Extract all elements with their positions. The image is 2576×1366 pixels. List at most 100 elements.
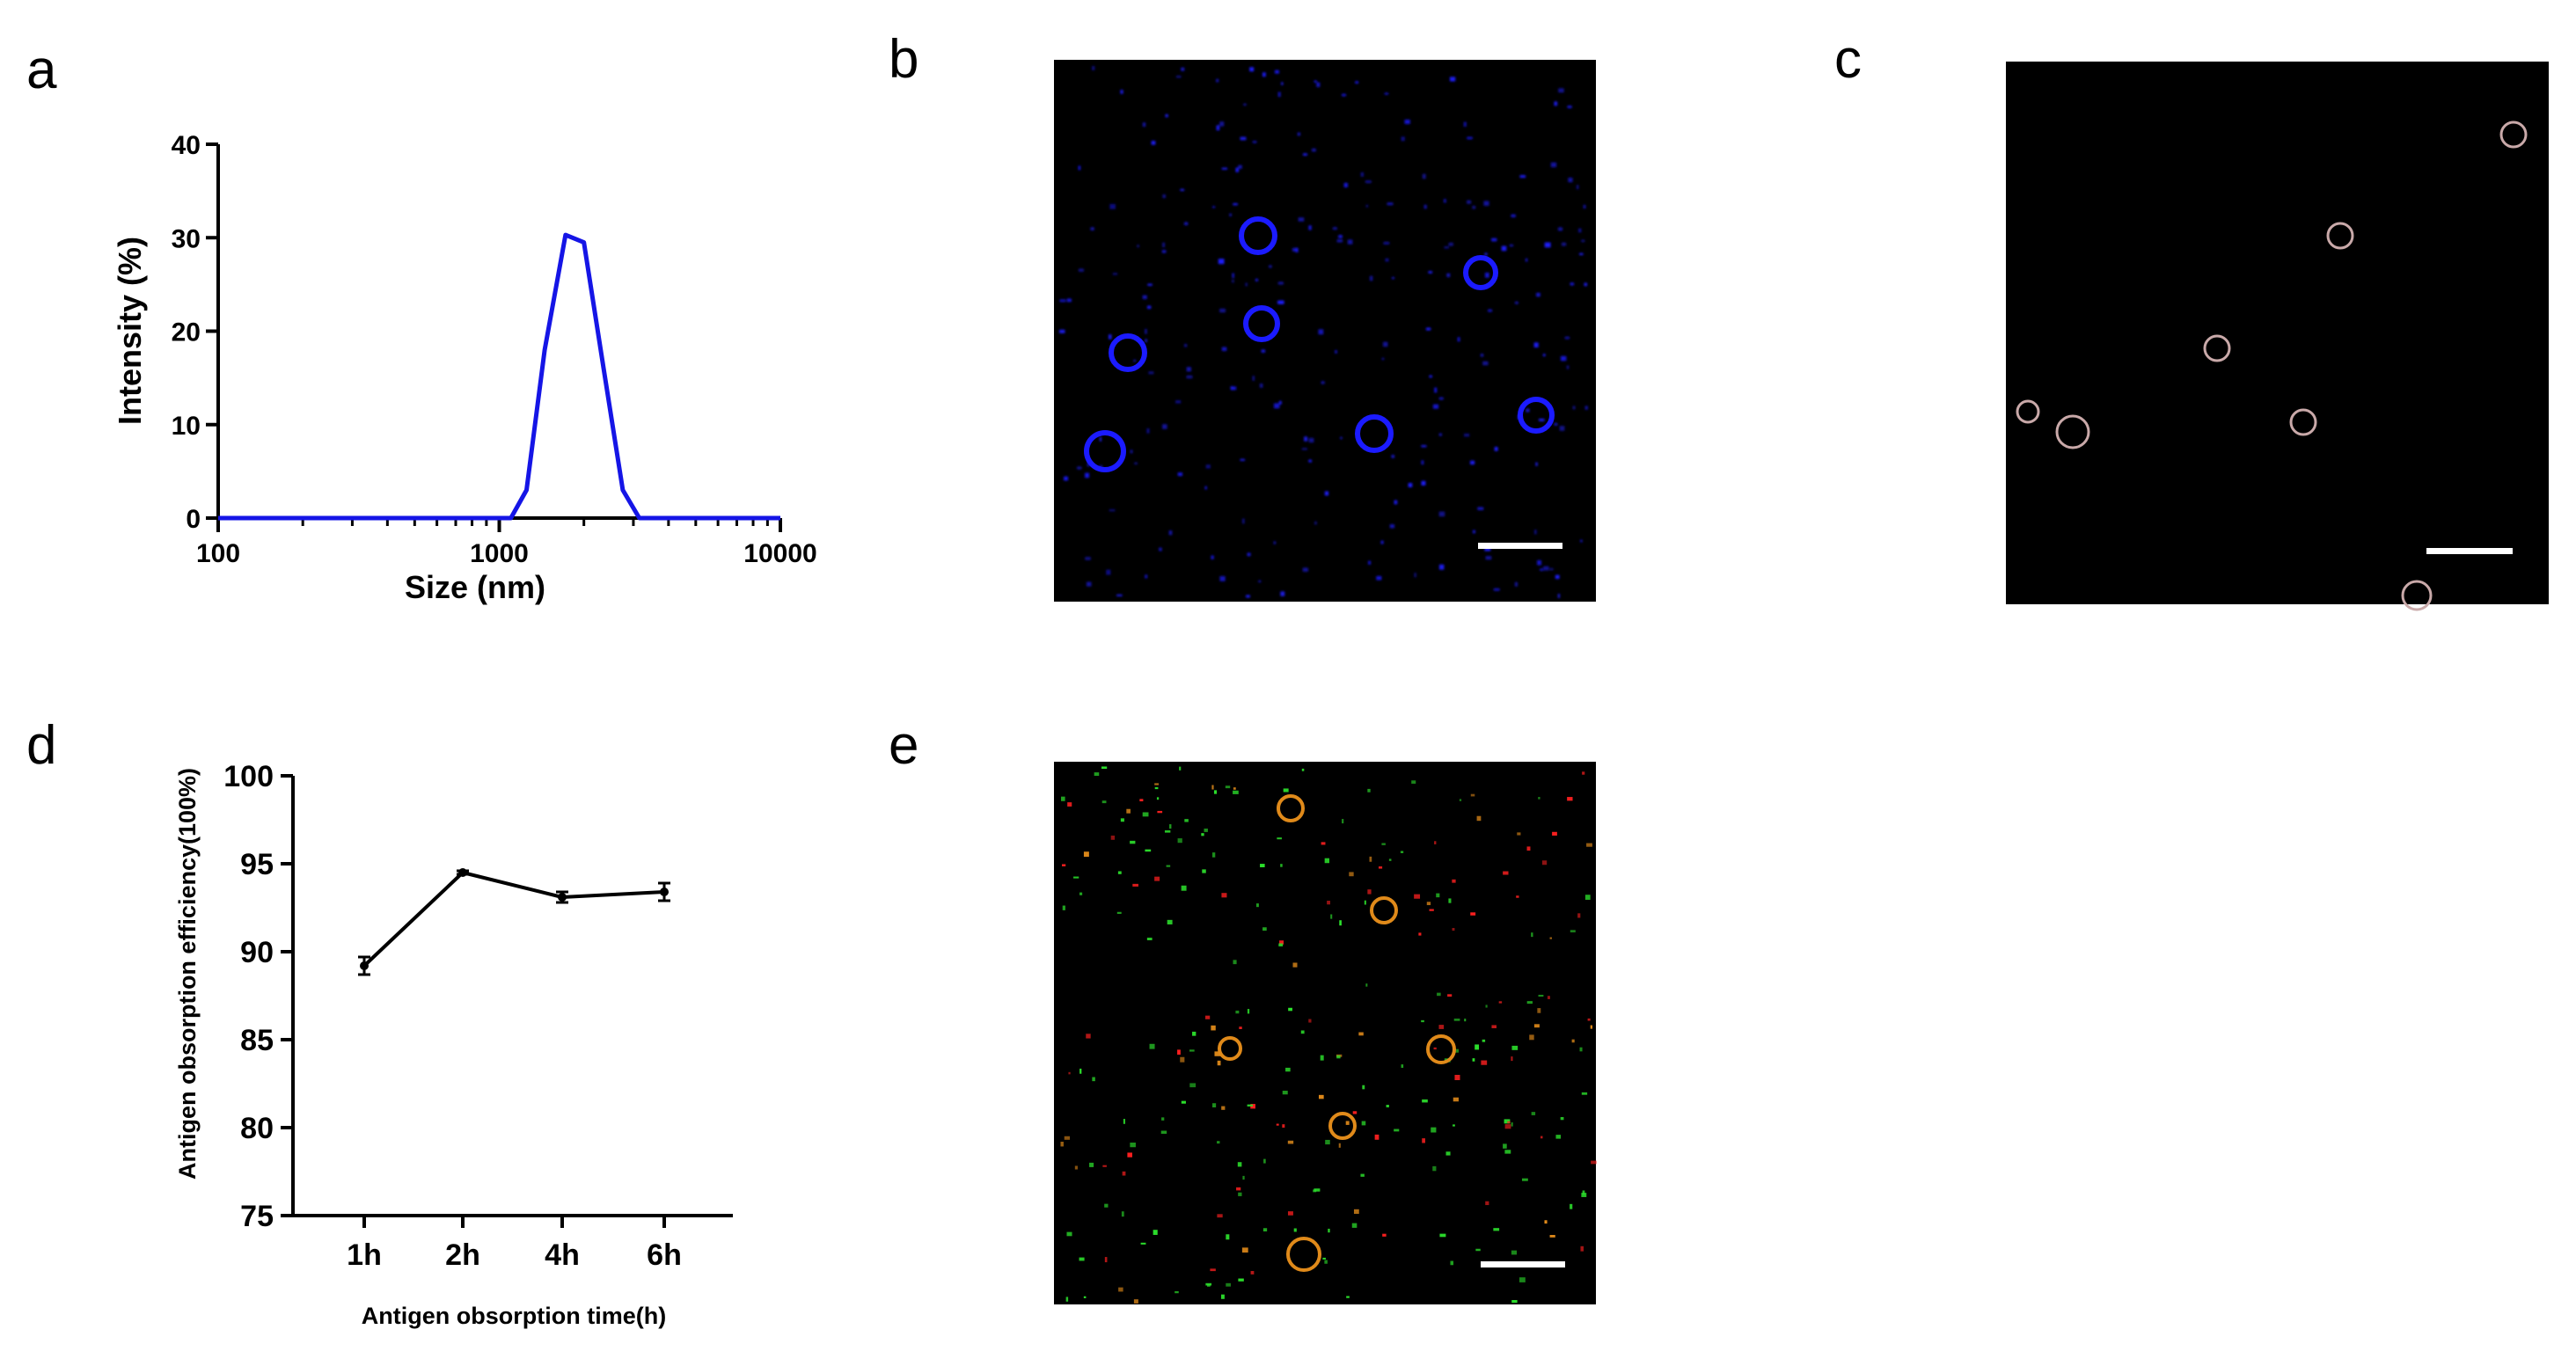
- micrograph-e-speck: [1062, 864, 1066, 866]
- micrograph-b-speck: [1261, 349, 1266, 353]
- micrograph-e-speck: [1065, 1297, 1069, 1302]
- micrograph-e-speck: [1213, 790, 1218, 794]
- micrograph-e-speck: [1453, 1097, 1459, 1102]
- micrograph-e-speck: [1226, 1282, 1231, 1287]
- micrograph-e-speck: [1381, 843, 1386, 845]
- micrograph-b-speck: [1501, 245, 1507, 252]
- chart-a-y-tick-label: 10: [172, 412, 201, 441]
- micrograph-e-speck: [1300, 1030, 1305, 1034]
- micrograph-e-speck: [1507, 1121, 1511, 1124]
- micrograph-e-speck: [1584, 895, 1591, 900]
- micrograph-e-speck: [1577, 913, 1581, 918]
- micrograph-e-speck: [1400, 851, 1404, 853]
- micrograph-e-speck: [1511, 1045, 1519, 1050]
- micrograph-b-speck: [1186, 375, 1193, 379]
- micrograph-b-speck: [1277, 281, 1284, 285]
- chart-a-y-tick-label: 0: [186, 505, 201, 534]
- micrograph-e-speck: [1238, 1278, 1244, 1282]
- micrograph-e-speck: [1154, 876, 1160, 881]
- micrograph-b-speck: [1369, 275, 1373, 281]
- micrograph-b-speck: [1464, 433, 1470, 437]
- micrograph-e-speck: [1411, 780, 1416, 784]
- micrograph-b-speck: [1438, 433, 1442, 436]
- micrograph-e-speck: [1064, 1136, 1071, 1140]
- micrograph-b-speck: [1106, 569, 1111, 575]
- micrograph-b-speck: [1162, 194, 1166, 199]
- micrograph-e-speck: [1537, 1008, 1541, 1013]
- micrograph-c-microparticle: [2499, 121, 2528, 149]
- micrograph-b-speck: [1233, 203, 1238, 206]
- micrograph-b-background: [1054, 60, 1596, 602]
- micrograph-c-scale-bar: [2426, 548, 2513, 554]
- micrograph-e-speck: [1336, 1055, 1341, 1059]
- micrograph-e-background: [1054, 762, 1596, 1304]
- micrograph-b-speck: [1444, 246, 1450, 249]
- micrograph-e-speck: [1529, 1034, 1534, 1041]
- micrograph-b-speck: [1292, 247, 1299, 252]
- micrograph-e-speck: [1521, 1178, 1528, 1181]
- micrograph-e-speck: [1277, 837, 1282, 840]
- micrograph-b-speck: [1077, 466, 1082, 470]
- micrograph-e-speck: [1149, 1043, 1155, 1049]
- micrograph-b-speck: [1470, 460, 1475, 465]
- micrograph-e-speck: [1560, 1116, 1564, 1121]
- micrograph-b-speck: [1368, 560, 1371, 565]
- micrograph-b-speck: [1221, 347, 1227, 352]
- micrograph-e-speck: [1324, 858, 1329, 864]
- micrograph-e-speck: [1345, 1121, 1350, 1125]
- micrograph-e-speck: [1221, 1106, 1226, 1110]
- micrograph-e-speck: [1083, 851, 1089, 858]
- micrograph-b-speck: [1438, 564, 1445, 570]
- micrograph-b-speck: [1549, 568, 1554, 571]
- micrograph-b-speck: [1308, 459, 1312, 463]
- micrograph-e-speck: [1202, 869, 1206, 873]
- micrograph-b-speck: [1434, 387, 1438, 393]
- micrograph-e-speck: [1211, 785, 1214, 790]
- micrograph-b-speck: [1467, 136, 1473, 140]
- micrograph-e-speck: [1122, 1171, 1126, 1176]
- micrograph-e-speck: [1361, 1121, 1366, 1126]
- micrograph-e-speck: [1369, 856, 1372, 862]
- micrograph-b-speck: [1255, 278, 1258, 281]
- micrograph-e-speck: [1204, 829, 1208, 832]
- chart-a-y-axis-label: Intensity (%): [112, 237, 148, 425]
- micrograph-b-speck: [1340, 436, 1343, 440]
- micrograph-b-speck: [1448, 242, 1453, 246]
- micrograph-e-speck: [1570, 1203, 1573, 1209]
- micrograph-b-speck: [1514, 581, 1518, 587]
- micrograph-b-speck: [1281, 82, 1284, 85]
- micrograph-e-speck: [1582, 1190, 1585, 1195]
- micrograph-b-speck: [1494, 447, 1498, 451]
- micrograph-b-speck: [1421, 460, 1424, 465]
- micrograph-e-speck: [1086, 1034, 1091, 1039]
- micrograph-e-speck: [1475, 1044, 1480, 1050]
- chart-d-data-point: [558, 893, 567, 902]
- micrograph-e-speck: [1327, 901, 1330, 905]
- micrograph-b-speck: [1463, 121, 1467, 128]
- micrograph-e-speck: [1388, 858, 1392, 861]
- micrograph-b-speck: [1109, 334, 1112, 340]
- micrograph-e-speck: [1346, 1296, 1350, 1298]
- micrograph-e-scale-bar: [1481, 1261, 1565, 1267]
- micrograph-e-speck: [1454, 1048, 1460, 1053]
- micrograph-e-speck: [1432, 1165, 1437, 1172]
- micrograph-b-speck: [1147, 283, 1153, 286]
- micrograph-b-speck: [1165, 113, 1168, 118]
- micrograph-b-speck: [1243, 103, 1247, 106]
- micrograph-b-speck: [1085, 472, 1090, 478]
- micrograph-e-speck: [1205, 1282, 1212, 1286]
- micrograph-b-speck: [1382, 341, 1388, 347]
- micrograph-e-speck: [1517, 832, 1521, 836]
- micrograph-e-speck: [1164, 830, 1171, 833]
- micrograph-e-speck: [1349, 872, 1354, 877]
- micrograph-e-speck: [1102, 1165, 1107, 1167]
- micrograph-e-speck: [1422, 1138, 1425, 1143]
- micrograph-e-speck: [1201, 833, 1204, 836]
- micrograph-e-speck: [1358, 1032, 1364, 1036]
- micrograph-e-speck: [1422, 1099, 1428, 1103]
- micrograph-e-speck: [1374, 1134, 1379, 1140]
- micrograph-e-speck: [1094, 772, 1100, 777]
- micrograph-b-speck: [1280, 591, 1285, 596]
- micrograph-b-microparticle: [1355, 414, 1394, 453]
- micrograph-e-speck: [1511, 1122, 1513, 1127]
